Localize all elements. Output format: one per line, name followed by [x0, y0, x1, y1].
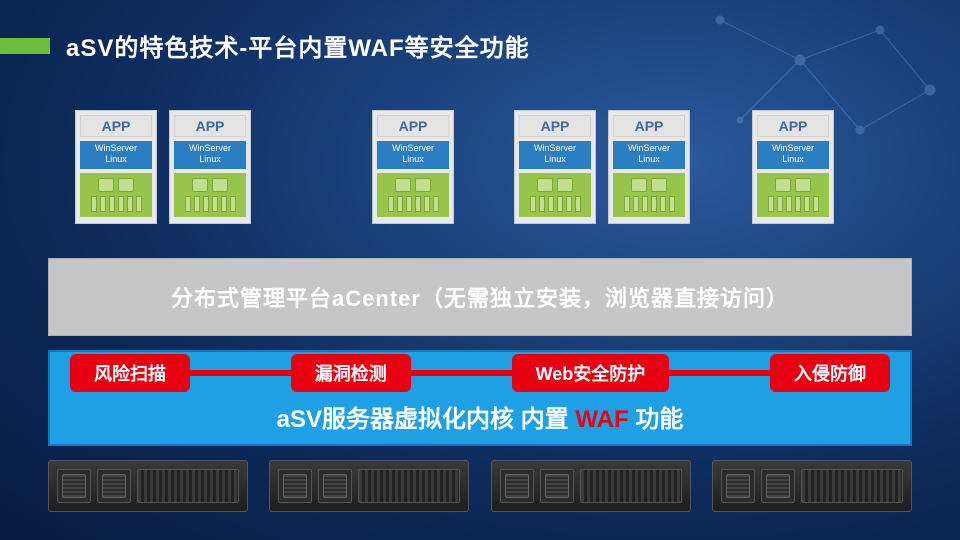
- os-label: WinServerLinux: [519, 141, 591, 169]
- title-accent-bar: [0, 38, 50, 54]
- app-label: APP: [377, 115, 449, 137]
- os-label: WinServerLinux: [174, 141, 246, 169]
- security-feature-pill: 入侵防御: [770, 354, 890, 392]
- kernel-prefix: aSV服务器虚拟化内核 内置: [277, 406, 576, 433]
- app-stack: APP WinServerLinux: [514, 110, 596, 224]
- hardware-icon: [757, 173, 829, 217]
- app-label: APP: [519, 115, 591, 137]
- platform-label: 分布式管理平台aCenter（无需独立安装，浏览器直接访问）: [171, 281, 789, 313]
- server-unit: [269, 460, 469, 512]
- hardware-icon: [174, 173, 246, 217]
- platform-layer: 分布式管理平台aCenter（无需独立安装，浏览器直接访问）: [48, 258, 912, 336]
- os-label: WinServerLinux: [757, 141, 829, 169]
- server-panel-icon: [500, 469, 534, 503]
- app-label: APP: [757, 115, 829, 137]
- kernel-highlight: WAF: [575, 406, 628, 433]
- hardware-icon: [519, 173, 591, 217]
- app-label: APP: [80, 115, 152, 137]
- server-grille: [358, 469, 460, 503]
- hardware-icon: [377, 173, 449, 217]
- server-panel-icon: [278, 469, 312, 503]
- app-stack: APP WinServerLinux: [75, 110, 157, 224]
- hardware-icon: [613, 173, 685, 217]
- servers-row: [48, 460, 912, 512]
- app-stack: APP WinServerLinux: [169, 110, 251, 224]
- server-unit: [48, 460, 248, 512]
- os-label: WinServerLinux: [377, 141, 449, 169]
- server-grille: [580, 469, 682, 503]
- security-connector: [669, 370, 770, 376]
- app-label: APP: [174, 115, 246, 137]
- server-panel-icon: [318, 469, 352, 503]
- security-feature-pill: Web安全防护: [512, 354, 670, 392]
- app-stack: APP WinServerLinux: [608, 110, 690, 224]
- server-grille: [801, 469, 903, 503]
- page-title: aSV的特色技术-平台内置WAF等安全功能: [66, 28, 530, 63]
- title-row: aSV的特色技术-平台内置WAF等安全功能: [0, 28, 530, 63]
- app-stack: APP WinServerLinux: [752, 110, 834, 224]
- server-grille: [137, 469, 239, 503]
- server-panel-icon: [540, 469, 574, 503]
- security-feature-pill: 漏洞检测: [291, 354, 411, 392]
- kernel-label: aSV服务器虚拟化内核 内置 WAF 功能: [50, 399, 910, 434]
- server-panel-icon: [761, 469, 795, 503]
- os-label: WinServerLinux: [80, 141, 152, 169]
- server-panel-icon: [57, 469, 91, 503]
- security-feature-pill: 风险扫描: [70, 354, 190, 392]
- server-panel-icon: [721, 469, 755, 503]
- server-unit: [712, 460, 912, 512]
- server-unit: [491, 460, 691, 512]
- server-panel-icon: [97, 469, 131, 503]
- security-connector: [411, 370, 512, 376]
- os-label: WinServerLinux: [613, 141, 685, 169]
- kernel-suffix: 功能: [629, 406, 684, 433]
- security-features-row: 风险扫描 漏洞检测 Web安全防护 入侵防御: [50, 350, 910, 392]
- hardware-icon: [80, 173, 152, 217]
- security-connector: [190, 370, 291, 376]
- app-label: APP: [613, 115, 685, 137]
- kernel-layer: 风险扫描 漏洞检测 Web安全防护 入侵防御 aSV服务器虚拟化内核 内置 WAF 功…: [48, 350, 912, 446]
- app-stack: APP WinServerLinux: [372, 110, 454, 224]
